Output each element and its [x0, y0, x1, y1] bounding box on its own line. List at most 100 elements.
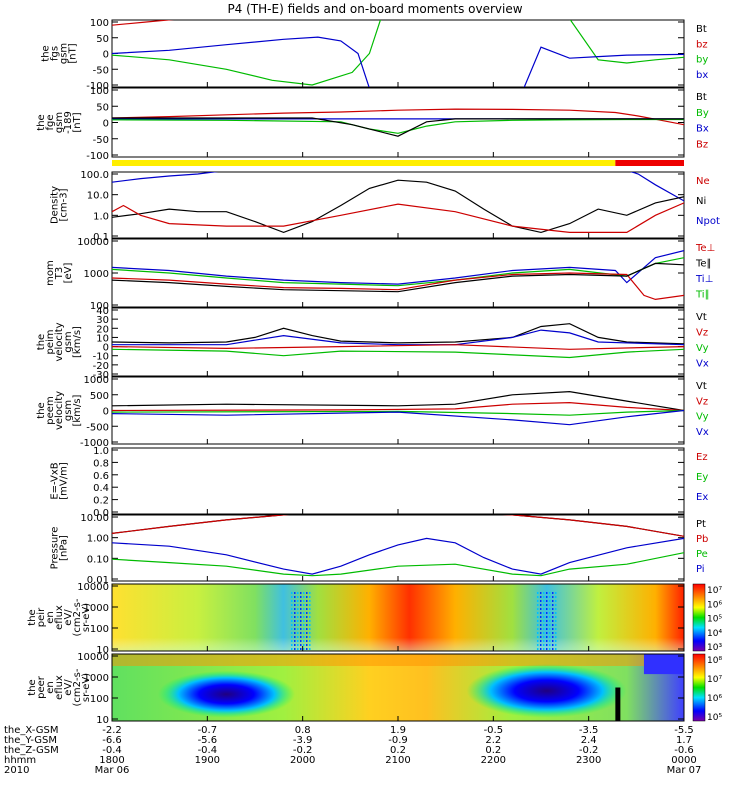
- peer-colorbar: [692, 653, 706, 722]
- peir-ytick-label: 1000: [84, 603, 109, 614]
- xaxis-value-y: -6.6: [102, 735, 122, 746]
- peim-legend-Vy: Vy: [696, 343, 709, 354]
- peim-ytick-label: -30: [93, 370, 109, 381]
- temperature-legend-Te∥: Te∥: [695, 259, 712, 270]
- mode-bar-segment: [112, 160, 616, 166]
- xaxis-value-hhmm: 1800: [99, 755, 124, 766]
- pressure-series-Pi: [112, 537, 684, 575]
- peer-ytick-label: 10000: [77, 652, 109, 663]
- temperature-series-Ti⊥: [112, 250, 684, 285]
- peem-series-Vx: [112, 409, 684, 426]
- peir-colorbar: [692, 583, 706, 652]
- xaxis-value-date: Mar 07: [667, 765, 702, 776]
- peim-ylabel: velocity: [54, 322, 65, 361]
- peim-legend-Vt: Vt: [696, 312, 707, 323]
- efield-ytick-label: 1.0: [93, 446, 109, 457]
- peim-ytick-label: -20: [93, 361, 109, 372]
- fgs-legend-by: by: [696, 55, 708, 66]
- peim-ytick-label: 40: [96, 306, 109, 317]
- chart-title: P4 (TH-E) fields and on-board moments ov…: [227, 2, 522, 16]
- pressure-ytick-label: 1.00: [87, 534, 109, 545]
- fge-frame: [111, 87, 685, 158]
- fgs-ytick-label: 100: [90, 18, 109, 29]
- peir-colorbar-label: 10⁶: [707, 600, 722, 610]
- xaxis-value-x: 1.9: [390, 725, 406, 736]
- fge-legend-By: By: [696, 108, 709, 119]
- peim-ylabel: gsm: [63, 331, 74, 352]
- peir-ylabel: sr-eV): [81, 603, 92, 632]
- pressure-series-Pe: [112, 552, 684, 577]
- temperature-ytick-label: 10000: [77, 237, 109, 248]
- xaxis-value-hhmm: 2300: [576, 755, 601, 766]
- xaxis-row-label: the_Z-GSM: [4, 745, 59, 756]
- peim-legend-Vx: Vx: [696, 359, 709, 370]
- fge-legend-Bz: Bz: [696, 139, 708, 150]
- xaxis-value-y: -0.9: [388, 735, 408, 746]
- fgs-ylabel: fgs: [50, 46, 61, 61]
- peim-legend-Vz: Vz: [696, 328, 708, 339]
- peer-colorbar-label: 10⁵: [707, 713, 722, 723]
- fge-ytick-label: 100: [90, 86, 109, 97]
- pressure-legend-Pe: Pe: [696, 549, 708, 560]
- density-series-Ne: [112, 202, 684, 233]
- efield-ytick-label: 0.6: [93, 471, 109, 482]
- xaxis-value-x: -5.5: [674, 725, 694, 736]
- density-series-Ni: [112, 179, 684, 234]
- peer-ylabel: peer: [36, 675, 47, 699]
- peem-series-Vt: [112, 390, 684, 412]
- xaxis-value-y: 2.2: [485, 735, 501, 746]
- fgs-ytick-label: 0: [103, 50, 109, 61]
- peem-ytick-label: -1000: [80, 438, 109, 449]
- fge-legend-Bt: Bt: [696, 92, 707, 103]
- density-ytick-label: 1.0: [93, 211, 109, 222]
- xaxis-value-x: 0.8: [295, 725, 311, 736]
- peer-ylabel: the: [27, 679, 38, 695]
- pressure-legend-Pt: Pt: [696, 519, 706, 530]
- peir-ylabel: eV/: [63, 609, 74, 626]
- fgs-ylabel: the: [41, 45, 52, 61]
- mode-bar-segment: [615, 160, 684, 166]
- peem-legend-Vt: Vt: [696, 381, 707, 392]
- density-ylabel: Density: [50, 186, 61, 224]
- peer-ylabel: (cm2-s-: [72, 668, 83, 706]
- peir-ylabel: eflux: [54, 605, 65, 630]
- peer-ytick-label: 10: [96, 715, 109, 726]
- peer-ytick-label: 1000: [84, 673, 109, 684]
- xaxis-value-z: 0.2: [485, 745, 501, 756]
- peim-series-Vy: [112, 348, 684, 359]
- peer-ylabel: eflux: [54, 675, 65, 700]
- temperature-legend-Ti∥: Ti∥: [695, 290, 710, 301]
- peim-ylabel: peim: [45, 329, 56, 354]
- peir-colorbar-label: 10⁴: [707, 629, 722, 639]
- peir-colorbar-label: 10³: [707, 643, 722, 653]
- efield-frame: [111, 447, 685, 515]
- xaxis-value-hhmm: 2000: [290, 755, 315, 766]
- peir-spectrogram: [112, 584, 684, 651]
- density-legend-Ni: Ni: [696, 196, 706, 207]
- efield-ytick-label: 0.4: [93, 483, 109, 494]
- efield-legend-Ez: Ez: [696, 452, 708, 463]
- peem-legend-Vy: Vy: [696, 412, 709, 423]
- peim-series-group: [112, 323, 684, 359]
- fgs-frame: [111, 19, 685, 88]
- xaxis-value-hhmm: 2100: [385, 755, 410, 766]
- peem-ytick-label: -500: [86, 422, 109, 433]
- pressure-ylabel: [nPa]: [59, 535, 70, 561]
- pressure-series-group: [112, 515, 684, 577]
- fgs-ylabel: [nT]: [68, 43, 79, 63]
- fgs-legend-Bt: Bt: [696, 24, 707, 35]
- efield-ytick-label: 0.2: [93, 496, 109, 507]
- xaxis-value-y: -3.9: [293, 735, 313, 746]
- xaxis-value-y: -5.6: [198, 735, 218, 746]
- temperature-legend-Te⊥: Te⊥: [695, 243, 715, 254]
- temperature-ylabel: T3: [54, 267, 65, 280]
- density-ytick-label: 0.1: [93, 232, 109, 243]
- fge-series-Bz: [112, 108, 684, 126]
- peir-ytick-label: 10: [96, 645, 109, 656]
- xaxis-value-hhmm: 1900: [195, 755, 220, 766]
- pressure-ytick-label: 0.01: [87, 575, 109, 586]
- peim-series-Vz: [112, 344, 684, 350]
- fgs-ytick-label: 50: [96, 34, 109, 45]
- peer-data-gap: [615, 687, 621, 721]
- peem-series-Vz: [112, 401, 684, 412]
